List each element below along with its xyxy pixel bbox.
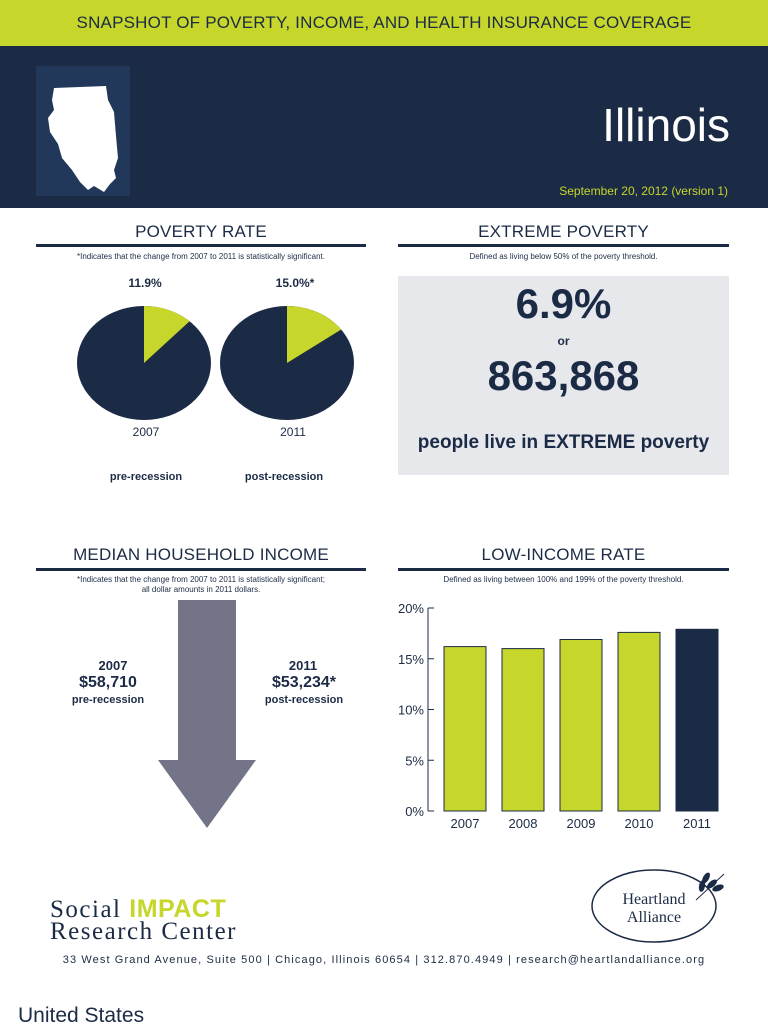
median-income-title: MEDIAN HOUSEHOLD INCOME: [73, 545, 329, 564]
median-income-note-line2: all dollar amounts in 2011 dollars.: [141, 585, 261, 594]
heartland-alliance-logo: Heartland Alliance: [591, 869, 725, 943]
pie-year-2007: 2007: [132, 425, 160, 439]
pie-slice-2007: [144, 306, 190, 363]
pie-2011: [220, 306, 354, 420]
low-income-bar-chart: 0% 5% 10% 15% 20% 2007 2008 2009 2010 2011: [398, 601, 719, 831]
logo-research-center: Research Center: [50, 918, 238, 945]
median-income-note: *Indicates that the change from 2007 to …: [36, 575, 366, 595]
state-map: [36, 66, 130, 196]
median-income-rule: [36, 568, 366, 571]
state-title: Illinois: [602, 99, 730, 151]
extreme-poverty-panel: 6.9% or 863,868 people live in EXTREME p…: [398, 276, 729, 475]
pie-sub-2011: post-recession: [244, 471, 324, 483]
y-tick-label: 0%: [405, 804, 424, 819]
pie-label-2007: 11.9%: [128, 276, 162, 290]
logo-impact: IMPACT: [129, 895, 227, 923]
income-year-2011: 2011: [288, 658, 318, 673]
bar-2010: [617, 631, 661, 812]
report-date: September 20, 2012 (version 1): [559, 184, 728, 198]
x-tick-label-2010: 2010: [625, 816, 654, 831]
y-tick-label: 10%: [398, 703, 424, 718]
poverty-rate-note: *Indicates that the change from 2007 to …: [77, 252, 325, 261]
extreme-poverty-title: EXTREME POVERTY: [478, 222, 649, 241]
extreme-poverty-count: 863,868: [487, 352, 640, 399]
y-tick-label: 15%: [398, 652, 424, 667]
pie-sub-2007: pre-recession: [109, 471, 183, 483]
low-income-rule: [398, 568, 729, 571]
income-sub-2007: pre-recession: [71, 694, 145, 706]
top-banner: SNAPSHOT OF POVERTY, INCOME, AND HEALTH …: [0, 0, 768, 46]
y-tick-label: 5%: [405, 753, 424, 768]
logo-social: Social: [50, 896, 130, 923]
income-value-2011: $53,234*: [271, 674, 337, 691]
x-tick-label-2007: 2007: [451, 816, 480, 831]
pie-slice-2011: [287, 306, 342, 363]
header: Illinois September 20, 2012 (version 1): [0, 46, 768, 208]
extreme-poverty-text: people live in EXTREME poverty: [417, 432, 710, 453]
footer-address: 33 West Grand Avenue, Suite 500 | Chicag…: [62, 954, 706, 966]
decrease-arrow-icon: [158, 600, 256, 828]
illinois-map-icon: [48, 86, 118, 192]
pie-2007: [77, 306, 211, 420]
banner-title: SNAPSHOT OF POVERTY, INCOME, AND HEALTH …: [76, 13, 692, 32]
extreme-poverty-note: Defined as living below 50% of the pover…: [469, 252, 658, 261]
bar-2008: [501, 648, 545, 812]
poverty-rate-rule: [36, 244, 366, 247]
y-tick-label: 20%: [398, 601, 424, 616]
bar-2011: [675, 628, 719, 812]
extreme-poverty-rule: [398, 244, 729, 247]
wheat-icon: [695, 872, 725, 901]
logo-heartland: Heartland: [622, 891, 685, 908]
bottom-label: United States: [18, 1004, 145, 1024]
low-income-note: Defined as living between 100% and 199% …: [443, 575, 684, 584]
income-year-2007: 2007: [98, 658, 128, 673]
pie-label-2011: 15.0%*: [275, 276, 315, 290]
median-income-note-line1: *Indicates that the change from 2007 to …: [77, 575, 325, 584]
extreme-poverty-or: or: [557, 334, 570, 348]
bar-2007: [443, 646, 487, 812]
logo-alliance: Alliance: [627, 909, 681, 926]
social-impact-logo: Social IMPACT Research Center: [50, 895, 237, 946]
bar-2009: [559, 639, 603, 812]
income-value-2007: $58,710: [79, 674, 137, 691]
extreme-poverty-percent: 6.9%: [515, 280, 612, 327]
low-income-title: LOW-INCOME RATE: [481, 545, 646, 564]
income-sub-2011: post-recession: [264, 694, 344, 706]
poverty-rate-title: POVERTY RATE: [135, 222, 267, 241]
x-tick-label-2009: 2009: [567, 816, 596, 831]
pie-year-2011: 2011: [280, 425, 306, 439]
x-tick-label-2008: 2008: [509, 816, 538, 831]
x-tick-label-2011: 2011: [683, 816, 711, 831]
